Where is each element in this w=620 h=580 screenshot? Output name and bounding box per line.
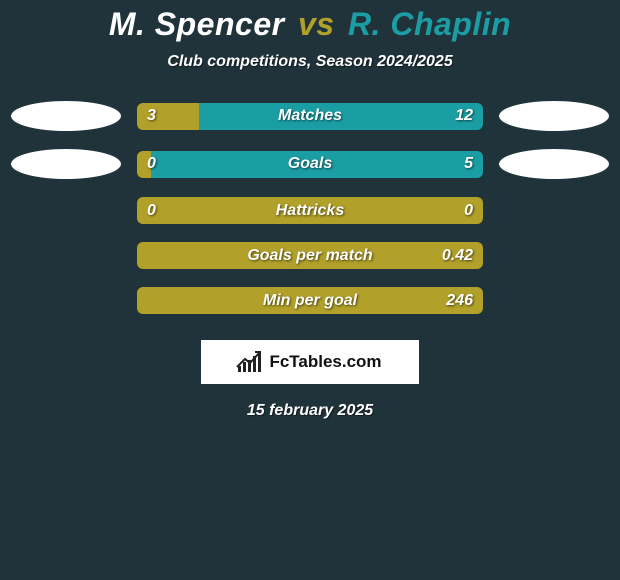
- title: M. Spencer vs R. Chaplin: [0, 6, 620, 43]
- infographic-container: M. Spencer vs R. Chaplin Club competitio…: [0, 0, 620, 580]
- player2-name: R. Chaplin: [348, 6, 511, 42]
- logo-text: FcTables.com: [269, 352, 381, 372]
- stat-bar: 0Hattricks0: [137, 197, 483, 224]
- avatar: [499, 101, 609, 131]
- avatar: [11, 101, 121, 131]
- stat-label: Goals per match: [137, 242, 483, 269]
- stat-bar: 3Matches12: [137, 103, 483, 130]
- stat-row: 3Matches12: [0, 101, 620, 131]
- stat-row: 0Goals5: [0, 149, 620, 179]
- stat-label: Goals: [137, 151, 483, 178]
- stat-right-value: 5: [464, 151, 473, 178]
- stat-row: 0Hattricks0: [0, 197, 620, 224]
- vs-text: vs: [298, 6, 335, 42]
- source-logo: FcTables.com: [201, 340, 419, 384]
- stat-bar: Goals per match0.42: [137, 242, 483, 269]
- stat-label: Min per goal: [137, 287, 483, 314]
- stat-label: Matches: [137, 103, 483, 130]
- stat-row: Goals per match0.42: [0, 242, 620, 269]
- stat-bar: Min per goal246: [137, 287, 483, 314]
- stat-right-value: 246: [446, 287, 473, 314]
- stat-bar: 0Goals5: [137, 151, 483, 178]
- bar-chart-icon: [238, 352, 263, 372]
- date: 15 february 2025: [0, 402, 620, 420]
- stat-label: Hattricks: [137, 197, 483, 224]
- stat-right-value: 0.42: [442, 242, 473, 269]
- stat-row: Min per goal246: [0, 287, 620, 314]
- avatar: [11, 149, 121, 179]
- subtitle: Club competitions, Season 2024/2025: [0, 53, 620, 71]
- stat-right-value: 12: [455, 103, 473, 130]
- stat-right-value: 0: [464, 197, 473, 224]
- avatar: [499, 149, 609, 179]
- stats-list: 3Matches120Goals50Hattricks0Goals per ma…: [0, 101, 620, 314]
- player1-name: M. Spencer: [109, 6, 285, 42]
